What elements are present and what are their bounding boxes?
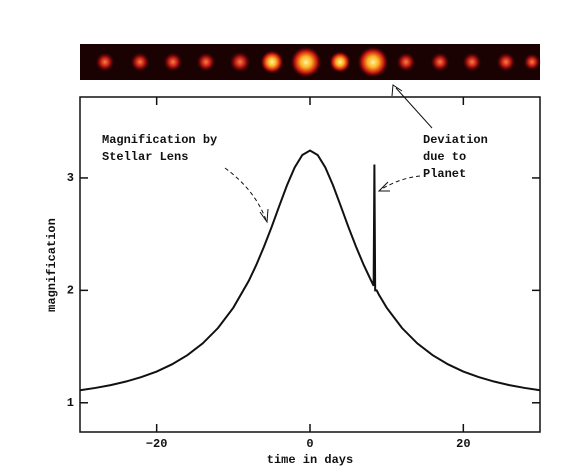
annotation-line: Magnification by	[102, 133, 217, 147]
x-tick-label: −20	[146, 437, 168, 451]
y-axis-label: magnification	[45, 218, 59, 312]
y-tick-label: 3	[67, 171, 74, 185]
annotation-line: Planet	[423, 167, 466, 181]
curve	[79, 149, 541, 392]
x-tick-label: 20	[456, 437, 470, 451]
annotation-line: Deviation	[423, 133, 488, 147]
annotation-planet: Deviation due to Planet	[377, 84, 488, 192]
y-tick-label: 2	[67, 284, 74, 298]
y-tick-label: 1	[67, 396, 74, 410]
x-tick-label: 0	[306, 437, 313, 451]
x-axis-label: time in days	[267, 453, 353, 467]
image-strip	[80, 44, 541, 80]
annotation-line: due to	[423, 150, 466, 164]
annotation-line: Stellar Lens	[102, 150, 188, 164]
annotation-lens: Magnification by Stellar Lens	[102, 133, 269, 224]
